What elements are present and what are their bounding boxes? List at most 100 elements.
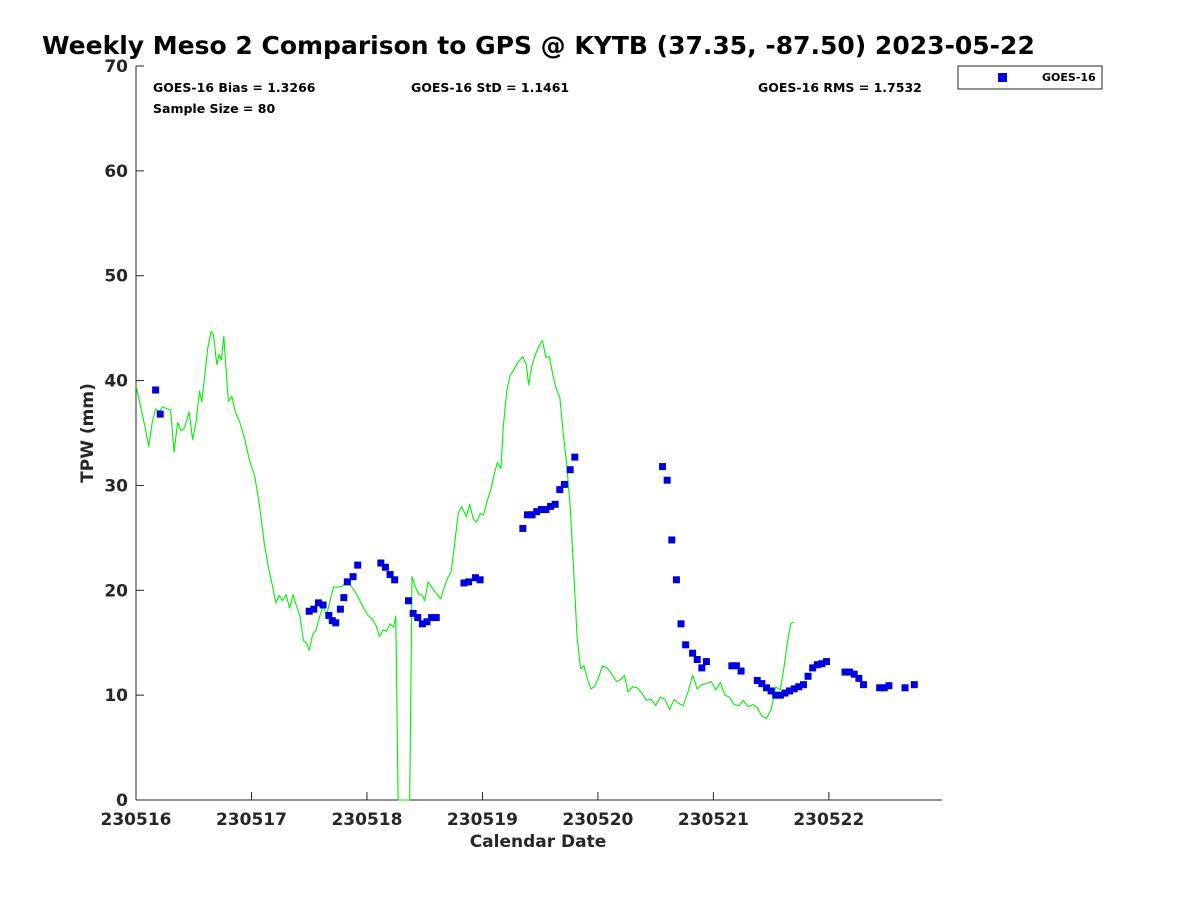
goes16-point [781,689,789,697]
legend-marker [998,73,1007,82]
goes16-point [519,524,527,532]
y-tick-label: 70 [104,57,128,77]
goes16-point [414,614,422,622]
y-tick-label: 40 [104,372,128,392]
y-tick-label: 60 [104,162,128,182]
goes16-point [523,511,531,519]
goes16-point [343,578,351,586]
goes16-point [471,574,479,582]
goes16-point [386,571,394,579]
x-tick-label: 230518 [331,810,402,830]
y-axis-label: TPW (mm) [78,383,98,483]
goes16-point [377,559,385,567]
goes16-point [663,476,671,484]
goes16-point [786,687,794,695]
goes16-point [813,661,821,669]
goes16-point [762,684,770,692]
x-axis-label: Calendar Date [470,832,607,852]
stat-bias: GOES-16 Bias = 1.3266 [153,80,316,95]
goes16-point [336,605,344,613]
goes16-point [465,578,473,586]
goes16-point [476,576,484,584]
goes16-point [728,662,736,670]
goes16-point [876,684,884,692]
stat-sample-size: Sample Size = 80 [153,101,275,116]
goes16-point [340,594,348,602]
goes16-point [702,658,710,666]
goes16-point [753,676,761,684]
goes16-point [737,667,745,675]
goes16-point [850,670,858,678]
x-tick-label: 230521 [678,810,749,830]
goes16-point [542,506,550,514]
x-axis-ticks: 230516 230517 230518 230519 230520 230521 2305… [101,792,864,830]
goes16-point [460,579,468,587]
goes16-point [423,618,431,626]
goes16-point [758,680,766,688]
goes16-point [855,674,863,682]
goes16-point [772,691,780,699]
goes16-point [659,463,667,471]
y-axis-ticks: 0 10 20 30 40 50 60 70 [104,57,144,811]
goes16-point [314,599,322,607]
y-tick-label: 10 [104,686,128,706]
gps-series-line [135,330,795,801]
x-tick-label: 230519 [447,810,518,830]
y-tick-label: 50 [104,267,128,287]
y-tick-label: 20 [104,581,128,601]
goes16-point [818,660,826,668]
x-tick-label: 230520 [562,810,633,830]
y-tick-label: 30 [104,476,128,496]
goes16-point [547,502,555,510]
legend: GOES-16 [957,65,1103,90]
goes16-point [804,672,812,680]
goes16-point [156,410,164,418]
goes16-point [305,607,313,615]
goes16-point [795,683,803,691]
y-tick-label: 0 [116,791,128,811]
goes16-point [776,691,784,699]
goes16-point [809,664,817,672]
series-layer [135,330,918,801]
goes16-point [310,605,318,613]
goes16-point [332,619,340,627]
goes16-point [537,506,545,514]
stat-std: GOES-16 StD = 1.1461 [411,80,569,95]
goes16-point [880,684,888,692]
goes16-point [901,684,909,692]
goes16-point [560,480,568,488]
goes16-point [349,573,357,581]
goes16-point [325,611,333,619]
goes16-point [790,685,798,693]
goes16-point [799,681,807,689]
goes16-point [823,658,831,666]
goes16-point [910,681,918,689]
goes16-point [682,641,690,649]
plot-area [135,66,942,801]
goes16-point [677,620,685,628]
goes16-point [405,597,413,605]
goes16-point [152,386,160,394]
goes16-point [418,620,426,628]
goes16-point [698,664,706,672]
chart-title: Weekly Meso 2 Comparison to GPS @ KYTB (… [42,31,1035,60]
goes16-point [556,486,564,494]
x-tick-label: 230522 [793,810,864,830]
goes16-point [571,453,579,461]
goes16-point [668,536,676,544]
legend-label: GOES-16 [1042,71,1096,84]
goes16-point [689,649,697,657]
goes16-point [859,681,867,689]
goes16-point [885,682,893,690]
goes16-point [693,655,701,663]
goes16-point [381,563,389,571]
goes16-point [841,668,849,676]
goes16-point [319,601,327,609]
stat-rms: GOES-16 RMS = 1.7532 [758,80,922,95]
goes16-point [354,561,362,569]
legend-box [957,65,1103,90]
goes16-point [566,466,574,474]
goes16-point [846,668,854,676]
goes16-point [732,662,740,670]
